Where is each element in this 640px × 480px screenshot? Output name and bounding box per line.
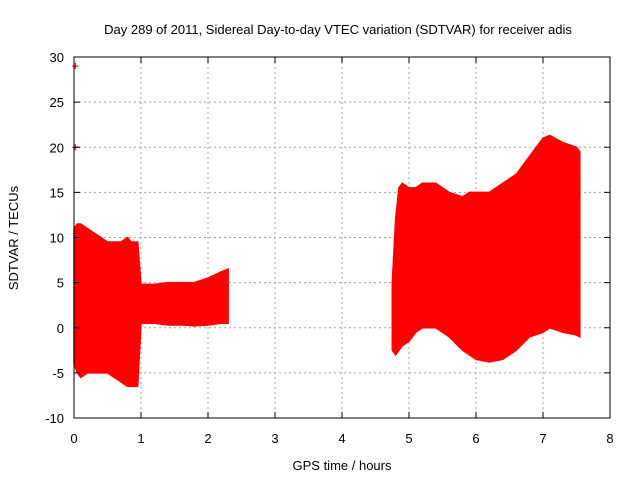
x-tick-label: 2 xyxy=(204,431,211,446)
y-tick-label: 30 xyxy=(50,50,64,65)
sdtvar-band-2 xyxy=(391,134,581,363)
y-tick-label: -5 xyxy=(52,366,64,381)
data-area xyxy=(72,63,581,388)
y-tick-label: 0 xyxy=(57,321,64,336)
x-tick-label: 7 xyxy=(539,431,546,446)
ticks: 0 1 2 3 4 5 6 7 8 -10 -5 0 5 10 15 20 25 30 xyxy=(45,50,613,446)
y-tick-label: 25 xyxy=(50,95,64,110)
y-tick-label: -10 xyxy=(45,411,64,426)
x-tick-label: 8 xyxy=(606,431,613,446)
y-tick-label: 5 xyxy=(57,276,64,291)
outlier-point xyxy=(72,63,79,70)
y-axis-label: SDTVAR / TECUs xyxy=(6,185,21,290)
x-tick-label: 0 xyxy=(70,431,77,446)
x-tick-label: 1 xyxy=(137,431,144,446)
y-tick-label: 20 xyxy=(50,140,64,155)
x-axis-label: GPS time / hours xyxy=(293,458,392,473)
x-tick-label: 6 xyxy=(472,431,479,446)
y-tick-label: 10 xyxy=(50,231,64,246)
y-tick-label: 15 xyxy=(50,185,64,200)
sdtvar-band-1 xyxy=(73,223,229,388)
x-tick-label: 3 xyxy=(271,431,278,446)
x-tick-label: 4 xyxy=(338,431,345,446)
chart-title: Day 289 of 2011, Sidereal Day-to-day VTE… xyxy=(104,22,572,37)
x-tick-label: 5 xyxy=(405,431,412,446)
